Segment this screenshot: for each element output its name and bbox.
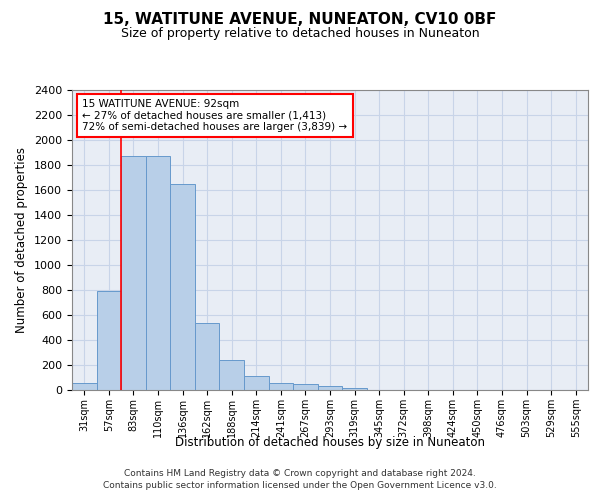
Bar (195, 323, 220, 390)
Bar (220, 360, 244, 390)
Bar (318, 386, 342, 390)
Text: 15 WATITUNE AVENUE: 92sqm
← 27% of detached houses are smaller (1,413)
72% of se: 15 WATITUNE AVENUE: 92sqm ← 27% of detac… (82, 99, 347, 132)
Text: Size of property relative to detached houses in Nuneaton: Size of property relative to detached ho… (121, 28, 479, 40)
Bar (97, 291, 121, 390)
Bar (72, 382, 97, 390)
Bar (121, 156, 146, 390)
Bar (342, 388, 367, 390)
Bar (293, 384, 318, 390)
Text: 15, WATITUNE AVENUE, NUNEATON, CV10 0BF: 15, WATITUNE AVENUE, NUNEATON, CV10 0BF (103, 12, 497, 28)
Bar (244, 376, 269, 390)
Text: Contains public sector information licensed under the Open Government Licence v3: Contains public sector information licen… (103, 481, 497, 490)
Bar (269, 382, 293, 390)
Bar (146, 156, 170, 390)
Bar (170, 184, 195, 390)
Text: Contains HM Land Registry data © Crown copyright and database right 2024.: Contains HM Land Registry data © Crown c… (124, 468, 476, 477)
Y-axis label: Number of detached properties: Number of detached properties (16, 147, 28, 333)
Text: Distribution of detached houses by size in Nuneaton: Distribution of detached houses by size … (175, 436, 485, 449)
